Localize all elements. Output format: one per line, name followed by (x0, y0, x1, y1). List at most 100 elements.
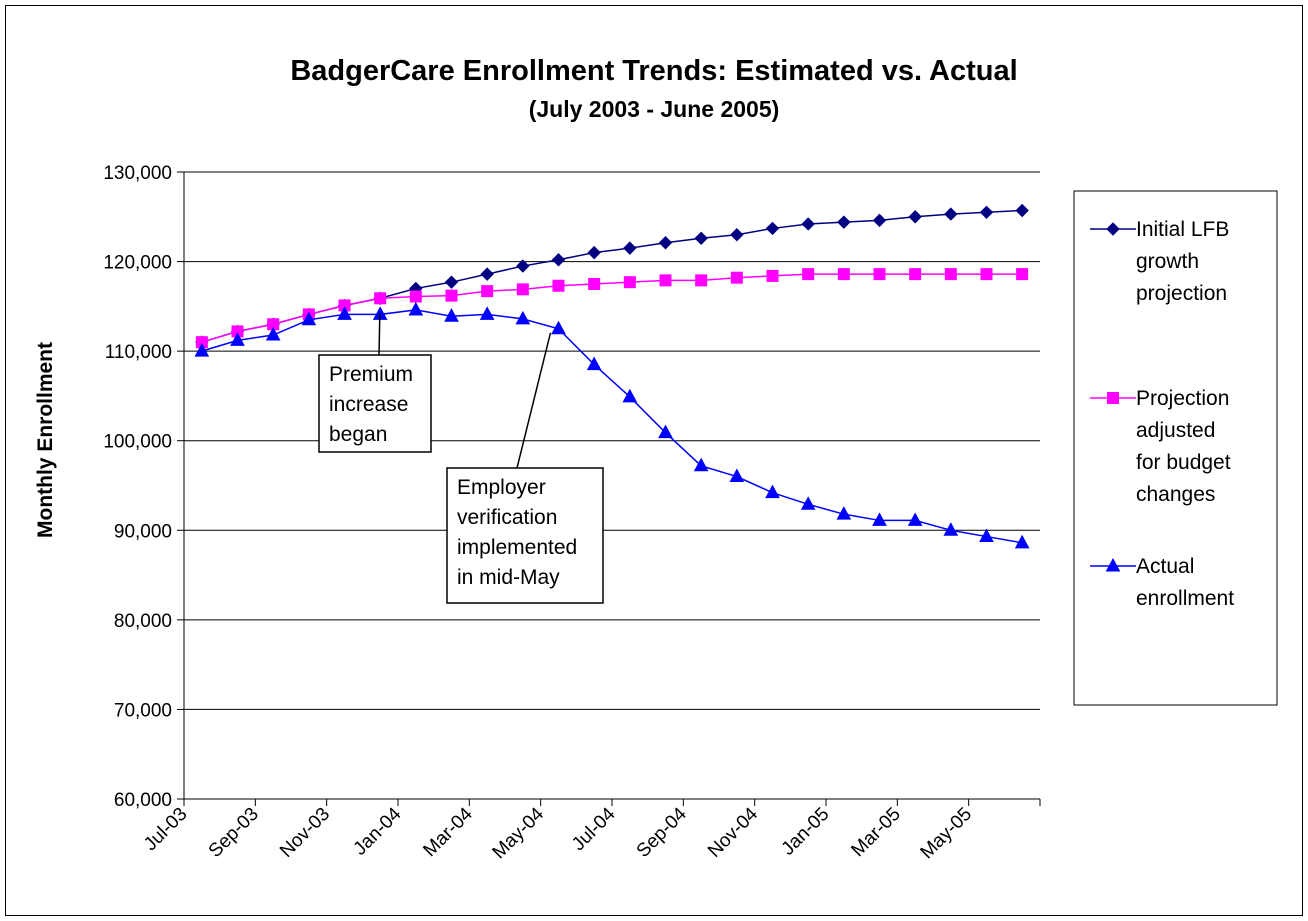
data-point-triangle (444, 308, 459, 322)
data-point-diamond (837, 215, 851, 229)
data-point-square (623, 276, 636, 289)
annotation-leader (516, 332, 552, 469)
data-point-triangle (622, 388, 638, 403)
data-point-diamond (551, 253, 566, 267)
data-point-diamond (623, 241, 637, 255)
annotation-2: Employer verification implemented in mid-Ma… (446, 332, 604, 604)
data-point-triangle (551, 320, 566, 335)
y-tick-label: 70,000 (114, 700, 172, 721)
y-tick-label: 130,000 (103, 163, 172, 184)
legend-box (1073, 190, 1278, 706)
data-point-square (409, 290, 422, 303)
data-point-triangle (729, 468, 745, 483)
chart-title: BadgerCare Enrollment Trends: Estimated … (290, 55, 1017, 87)
x-tick-label: Sep-03 (205, 804, 263, 862)
x-tick-label: May-05 (917, 804, 977, 864)
x-tick-label: Nov-04 (704, 803, 762, 861)
annotation-text: Premium (329, 363, 413, 386)
y-tick-label: 90,000 (114, 521, 172, 542)
gridlines (184, 171, 1040, 710)
data-point-diamond (658, 236, 673, 250)
data-point-diamond (694, 231, 708, 245)
data-point-diamond (516, 259, 530, 273)
data-point-triangle (836, 506, 852, 520)
y-tick-label: 60,000 (114, 790, 172, 811)
legend-label: Projection (1136, 387, 1229, 410)
legend-label: Initial LFB (1136, 218, 1229, 241)
y-tick-label: 80,000 (114, 611, 172, 632)
annotations: Premium increase began Employer verification… (318, 313, 604, 604)
data-point-diamond (908, 210, 922, 224)
data-point-square (1016, 268, 1029, 281)
data-point-triangle (586, 356, 602, 371)
data-point-triangle (265, 326, 281, 341)
series-line (201, 209, 1023, 343)
data-point-square (909, 268, 922, 281)
data-point-triangle (230, 332, 245, 346)
data-point-diamond (979, 205, 994, 220)
data-point-square (1107, 392, 1119, 404)
data-point-diamond (1106, 222, 1120, 236)
x-tick-label: Sep-04 (633, 803, 691, 861)
x-tick-label: May-04 (489, 803, 549, 863)
data-point-square (516, 283, 529, 296)
data-point-diamond (480, 267, 494, 281)
legend-entry-3: Actual enrollment (1090, 555, 1234, 610)
data-point-diamond (587, 245, 601, 260)
annotation-box (446, 467, 604, 604)
annotation-1: Premium increase began (318, 313, 432, 453)
data-point-triangle (337, 306, 352, 320)
legend-entry-2: Projection adjusted for budget changes (1090, 387, 1231, 506)
y-tick-label: 110,000 (105, 342, 172, 363)
y-axis-label: Monthly Enrollment (34, 342, 57, 538)
annotation-text: in mid-May (457, 566, 560, 589)
data-point-triangle (872, 512, 887, 526)
legend-label: Actual (1136, 555, 1194, 578)
x-tick-label: Jul-03 (140, 804, 191, 855)
data-point-triangle (765, 484, 780, 499)
data-point-square (695, 274, 708, 287)
data-point-square (766, 269, 779, 282)
annotation-leader (378, 313, 381, 356)
data-point-square (802, 268, 815, 281)
data-point-triangle (658, 424, 673, 439)
data-point-diamond (944, 207, 958, 221)
series-line (201, 309, 1023, 544)
legend-label: adjusted (1136, 419, 1215, 442)
data-point-triangle (979, 528, 994, 543)
x-tick-label: Mar-05 (847, 804, 904, 861)
series-3 (194, 301, 1030, 549)
x-tick-label: Mar-04 (419, 803, 477, 861)
legend-label: projection (1136, 282, 1227, 305)
legend: Initial LFB growth projection Projection adj… (1073, 190, 1278, 706)
annotation-text: verification (457, 506, 557, 529)
data-point-triangle (1105, 557, 1121, 572)
annotation-text: Employer (457, 476, 546, 499)
y-tick-label: 100,000 (103, 432, 172, 453)
data-point-diamond (765, 221, 780, 236)
data-point-triangle (515, 310, 531, 325)
data-point-triangle (301, 311, 317, 326)
legend-entry-1: Initial LFB growth projection (1090, 218, 1229, 305)
data-point-triangle (194, 343, 210, 357)
legend-label: enrollment (1136, 587, 1234, 610)
data-point-square (374, 292, 387, 305)
series-1 (195, 203, 1029, 349)
legend-label: growth (1136, 250, 1199, 273)
data-point-diamond (730, 227, 744, 242)
legend-label: for budget (1136, 451, 1231, 474)
data-point-triangle (943, 522, 959, 536)
data-point-triangle (479, 306, 495, 320)
series-line (201, 273, 1023, 343)
data-point-triangle (408, 301, 424, 316)
data-point-square (588, 277, 601, 290)
data-point-square (659, 274, 672, 287)
legend-label: changes (1136, 483, 1215, 506)
annotation-text: increase (329, 393, 408, 416)
data-point-triangle (907, 512, 923, 526)
x-tick-label: Jan-05 (778, 804, 834, 860)
y-tick-label: 120,000 (103, 253, 172, 274)
annotation-text: began (329, 423, 387, 446)
series-group (194, 203, 1030, 549)
